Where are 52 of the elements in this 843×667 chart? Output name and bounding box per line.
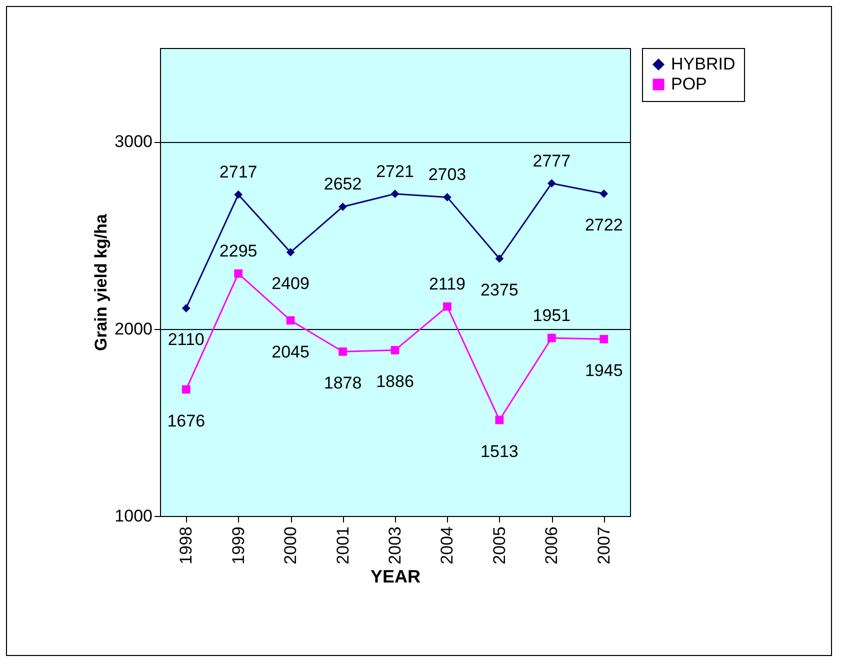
point: [443, 193, 452, 202]
x-tick-label: 2005: [490, 526, 509, 564]
point: [234, 190, 243, 199]
point: [286, 316, 295, 325]
data-label: 2777: [532, 151, 571, 170]
point: [547, 334, 556, 342]
point: [390, 190, 400, 198]
y-tick-label: 2000: [114, 319, 152, 338]
y-tick-label: 3000: [114, 132, 152, 152]
point: [182, 385, 190, 394]
data-label: 1951: [532, 306, 571, 325]
y-axis-title: Grain yield kg/ha: [92, 213, 111, 351]
point: [443, 302, 452, 311]
x-tick-label: 2007: [594, 526, 614, 564]
data-label: 2409: [272, 274, 310, 294]
x-axis-title: YEAR: [370, 566, 421, 586]
data-label: 1878: [324, 374, 362, 393]
legend-label: POP: [671, 74, 707, 94]
point: [234, 269, 243, 278]
data-label: 2295: [219, 242, 258, 261]
data-label: 1513: [480, 442, 518, 461]
point: [338, 202, 347, 211]
point: [286, 248, 295, 256]
legend-label: HYBRID: [671, 54, 736, 74]
data-label: 2375: [480, 280, 518, 300]
data-label: 2703: [428, 165, 466, 184]
data-label: 1945: [584, 361, 623, 380]
data-label: 1886: [376, 372, 414, 392]
x-tick-label: 1998: [176, 526, 196, 564]
point: [547, 179, 556, 188]
point: [390, 346, 400, 354]
data-label: 2722: [584, 216, 623, 235]
point: [495, 254, 504, 263]
x-tick-label: 2003: [386, 526, 404, 564]
point: [338, 347, 347, 356]
x-tick-label: 2006: [542, 526, 562, 564]
data-label: 2119: [428, 274, 466, 294]
data-label: 2721: [376, 162, 414, 181]
point: [182, 304, 190, 312]
y-tick-label: 1000: [114, 506, 152, 526]
point: [600, 334, 608, 344]
data-label: 2045: [272, 342, 310, 362]
x-tick-label: 1999: [228, 526, 248, 564]
data-label: 2110: [168, 330, 204, 350]
data-label: 2652: [324, 174, 362, 194]
data-label: 1676: [167, 411, 206, 430]
point: [495, 416, 504, 424]
data-label: 2717: [219, 162, 258, 182]
point: [600, 189, 608, 198]
x-tick-label: 2001: [333, 526, 352, 564]
x-tick-label: 2004: [438, 526, 457, 564]
x-tick-label: 2000: [281, 526, 300, 564]
